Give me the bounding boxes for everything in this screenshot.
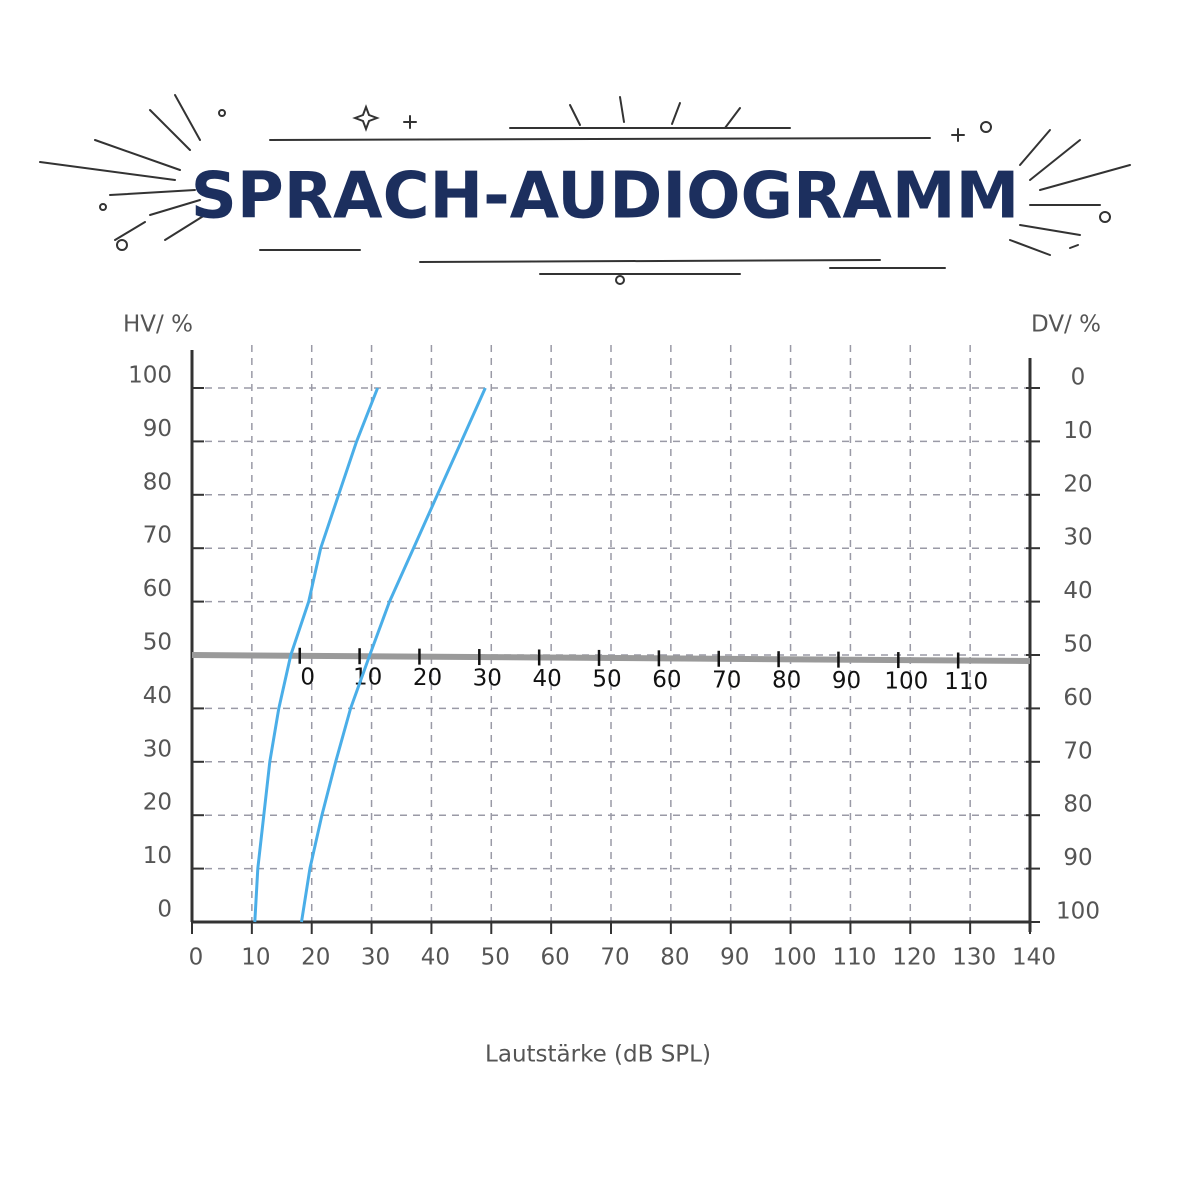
y-tick-label: 90 [143,416,172,442]
x-tick-label: 0 [189,945,204,971]
y-tick-label: 30 [143,736,172,762]
y-tick-label: 60 [143,576,172,602]
x-tick-label: 110 [832,945,876,971]
x-tick-label: 100 [773,945,817,971]
y2-tick-label: 90 [1063,845,1092,871]
y-tick-label: 10 [143,843,172,869]
x2-tick-label: 50 [592,666,621,692]
y2-tick-label: 100 [1056,899,1100,925]
x-tick-label: 40 [421,945,450,971]
y2-tick-label: 80 [1063,792,1092,818]
x2-tick-label: 110 [944,669,988,695]
y2-tick-label: 0 [1071,365,1086,391]
x-tick-label: 10 [241,945,270,971]
x-tick-label: 60 [541,945,570,971]
y2-axis-label: DV/ % [1031,312,1101,338]
x2-tick-label: 30 [473,666,502,692]
x-axis-label: Lautstärke (dB SPL) [485,1042,711,1068]
x2-tick-label: 70 [712,667,741,693]
y-axis-label: HV/ % [123,312,193,338]
y2-tick-label: 30 [1063,525,1092,551]
x-tick-label: 20 [301,945,330,971]
chart-title: SPRACH-AUDIOGRAMM [191,160,1020,234]
x2-tick-label: 90 [832,668,861,694]
y2-tick-label: 10 [1063,418,1092,444]
x2-tick-label: 80 [772,668,801,694]
y-tick-label: 70 [143,523,172,549]
title-decoration [39,94,1131,285]
y-tick-label: 100 [128,363,172,389]
x-tick-label: 80 [660,945,689,971]
x-tick-label: 70 [600,945,629,971]
y-tick-label: 50 [143,630,172,656]
x-tick-label: 120 [892,945,936,971]
y-tick-label: 0 [157,897,172,923]
x2-tick-label: 20 [413,665,442,691]
data-line [253,387,379,923]
x2-axis [191,652,1031,664]
y2-tick-label: 50 [1063,632,1092,658]
x-tick-label: 90 [720,945,749,971]
x-tick-label: 140 [1012,945,1056,971]
x2-tick-label: 0 [300,664,315,690]
y-tick-label: 40 [143,683,172,709]
x2-tick-label: 100 [884,669,928,695]
y-tick-label: 80 [143,469,172,495]
y2-tick-label: 70 [1063,738,1092,764]
y2-tick-label: 60 [1063,685,1092,711]
data-line [300,387,487,923]
x-tick-label: 50 [481,945,510,971]
x2-tick-label: 40 [533,666,562,692]
x2-tick-label: 60 [652,667,681,693]
y2-tick-label: 40 [1063,578,1092,604]
x-tick-label: 30 [361,945,390,971]
y-tick-label: 20 [143,790,172,816]
x-tick-label: 130 [952,945,996,971]
y2-tick-label: 20 [1063,471,1092,497]
